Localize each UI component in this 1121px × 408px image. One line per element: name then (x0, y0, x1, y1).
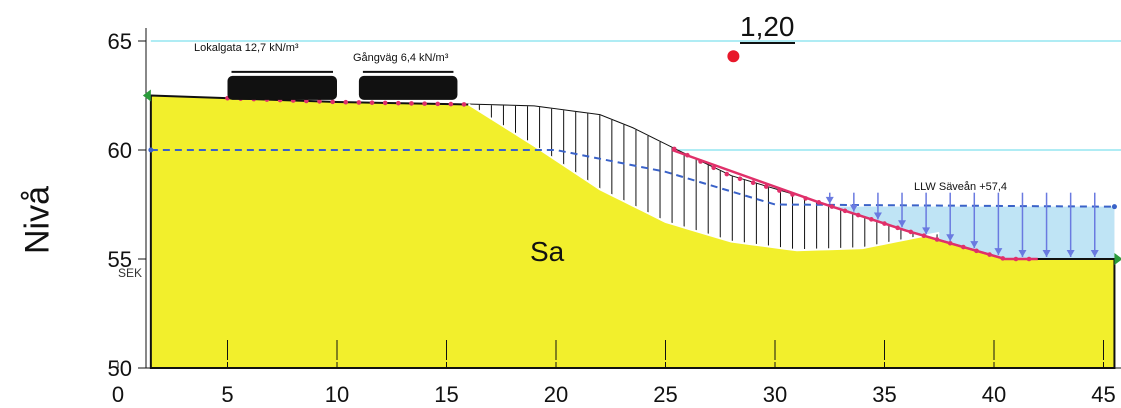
pressure-arrow-head (1090, 250, 1099, 257)
groundwater-point (148, 147, 154, 153)
x-tick-label: 10 (325, 382, 349, 407)
surface-point (396, 100, 401, 106)
surface-point (750, 180, 756, 185)
pressure-arrow-head (1018, 250, 1027, 257)
surface-point (448, 101, 454, 107)
ground-surface (225, 95, 1038, 262)
y-axis-label: Nivå (18, 185, 57, 255)
load-block (358, 75, 458, 100)
left-boundary-flag (142, 89, 151, 102)
x-tick-label: 35 (872, 382, 896, 407)
surface-point (343, 99, 349, 105)
axes: 0 5 10 15 20 25 30 35 40 45 50 55 60 65 (108, 28, 1121, 407)
surface-point (461, 102, 467, 107)
y-tick-label: 55 (108, 247, 132, 272)
pressure-arrow-head (946, 234, 955, 242)
surface-point (724, 171, 730, 177)
y-tick-label: 60 (108, 138, 132, 163)
load-label-gangvag: Gångväg 6,4 kN/m³ (353, 52, 449, 64)
safety-factor-dot (727, 50, 740, 63)
load-label-lokalgata: Lokalgata 12,7 kN/m³ (194, 42, 299, 54)
pressure-arrow-head (873, 212, 882, 220)
pressure-arrow-head (922, 227, 931, 235)
soil-label: Sa (530, 236, 565, 267)
surface-point (737, 176, 743, 182)
datum-label: SEK (118, 266, 143, 280)
surface-point (330, 99, 335, 105)
pressure-arrow-head (994, 248, 1003, 256)
water-fill (818, 206, 1115, 259)
surface-point (356, 100, 362, 105)
groundwater-point (1111, 204, 1117, 210)
x-tick-label: 25 (653, 382, 677, 407)
surface-point (382, 100, 388, 106)
pressure-arrow-head (898, 220, 907, 228)
markers (142, 50, 1121, 265)
x-tick-label: 20 (544, 382, 568, 407)
load-block (227, 75, 337, 100)
surface-point (409, 101, 414, 106)
slip-wedge (468, 104, 940, 251)
x-tick-label: 45 (1091, 382, 1115, 407)
pressure-arrow-head (970, 241, 979, 249)
pressure-arrow-head (1042, 250, 1051, 257)
surface-point (317, 99, 322, 104)
water-level-label: LLW Säveån +57,4 (914, 181, 1008, 193)
surface-point (422, 101, 427, 106)
pressure-arrow-head (1066, 250, 1075, 257)
surface-point (369, 100, 375, 105)
surface-point (711, 165, 716, 171)
groundwater-line (148, 147, 1117, 210)
water-body (818, 206, 1115, 259)
surface-line (671, 148, 1038, 261)
load-blocks (227, 70, 458, 100)
groundwater-dashed-line (150, 149, 1115, 208)
y-tick-label: 50 (108, 356, 132, 381)
x-tick-label: 15 (434, 382, 458, 407)
pressure-arrow-head (825, 196, 834, 204)
right-boundary-flag (1114, 253, 1121, 265)
water-pressure-arrows (825, 192, 1099, 257)
safety-factor-label: 1,20 (740, 11, 795, 44)
slip-surface (467, 103, 940, 252)
x-tick-label: 0 (112, 382, 124, 407)
x-tick-label: 30 (763, 382, 787, 407)
x-tick-label: 40 (982, 382, 1006, 407)
slip-circle (467, 103, 940, 252)
surface-point (435, 101, 441, 107)
y-tick-label: 65 (108, 29, 132, 54)
surface-point (763, 184, 769, 189)
x-tick-label: 5 (221, 382, 233, 407)
pressure-arrow-head (849, 204, 858, 212)
